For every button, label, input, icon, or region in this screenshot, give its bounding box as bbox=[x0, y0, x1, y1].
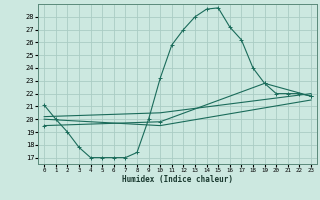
X-axis label: Humidex (Indice chaleur): Humidex (Indice chaleur) bbox=[122, 175, 233, 184]
